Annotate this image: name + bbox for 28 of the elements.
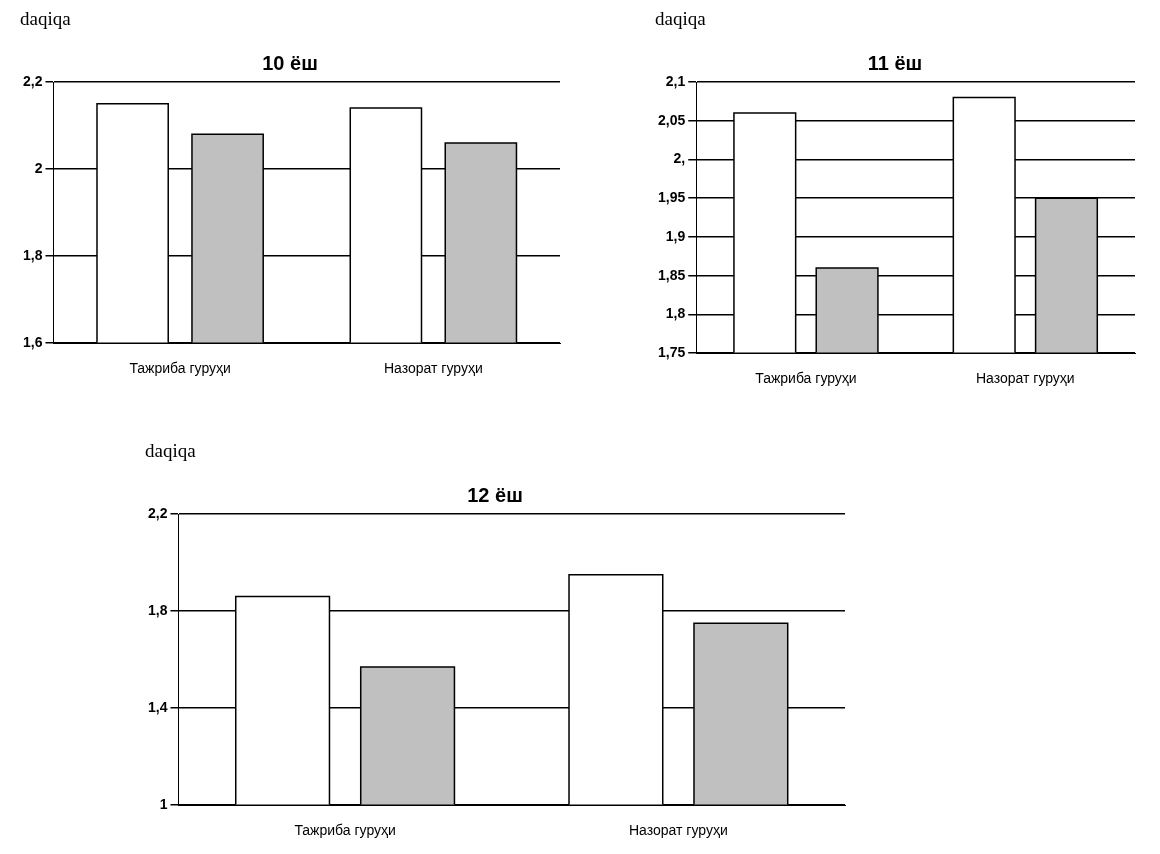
chart-title: 11 ёш	[867, 51, 923, 74]
y-tick-label: 2,	[673, 150, 686, 167]
y-tick-label: 2,1	[665, 72, 686, 89]
x-tick-label: Назорат гуруҳи	[383, 360, 483, 377]
y-axis-title: daqiqa	[20, 8, 71, 30]
y-tick-label: 1,95	[658, 189, 686, 206]
x-tick-label: Тажриба гуруҳи	[129, 360, 231, 377]
y-tick-label: 2	[34, 159, 43, 176]
y-tick-label: 1,8	[147, 601, 168, 618]
y-axis-title: daqiqa	[655, 8, 706, 30]
y-tick-label: 1,9	[665, 227, 686, 244]
y-tick-label: 2,2	[22, 72, 43, 89]
y-tick-label: 1,4	[147, 698, 168, 715]
y-tick-label: 1,8	[665, 305, 686, 322]
y-tick-label: 1,85	[658, 266, 686, 283]
x-tick-label: Тажриба гуруҳи	[755, 370, 857, 387]
y-tick-label: 2,05	[658, 111, 686, 128]
y-axis-title: daqiqa	[145, 440, 196, 462]
x-tick-label: Назорат гуруҳи	[628, 822, 728, 839]
y-tick-label: 2,2	[147, 504, 168, 521]
y-tick-label: 1,8	[22, 246, 43, 263]
chart-title: 10 ёш	[262, 51, 318, 74]
y-tick-label: 1	[159, 796, 168, 813]
chart-title: 12 ёш	[467, 483, 523, 506]
x-tick-label: Тажриба гуруҳи	[294, 822, 396, 839]
x-tick-label: Назорат гуруҳи	[975, 370, 1075, 387]
y-tick-label: 1,75	[658, 344, 686, 361]
y-tick-label: 1,6	[22, 334, 43, 351]
